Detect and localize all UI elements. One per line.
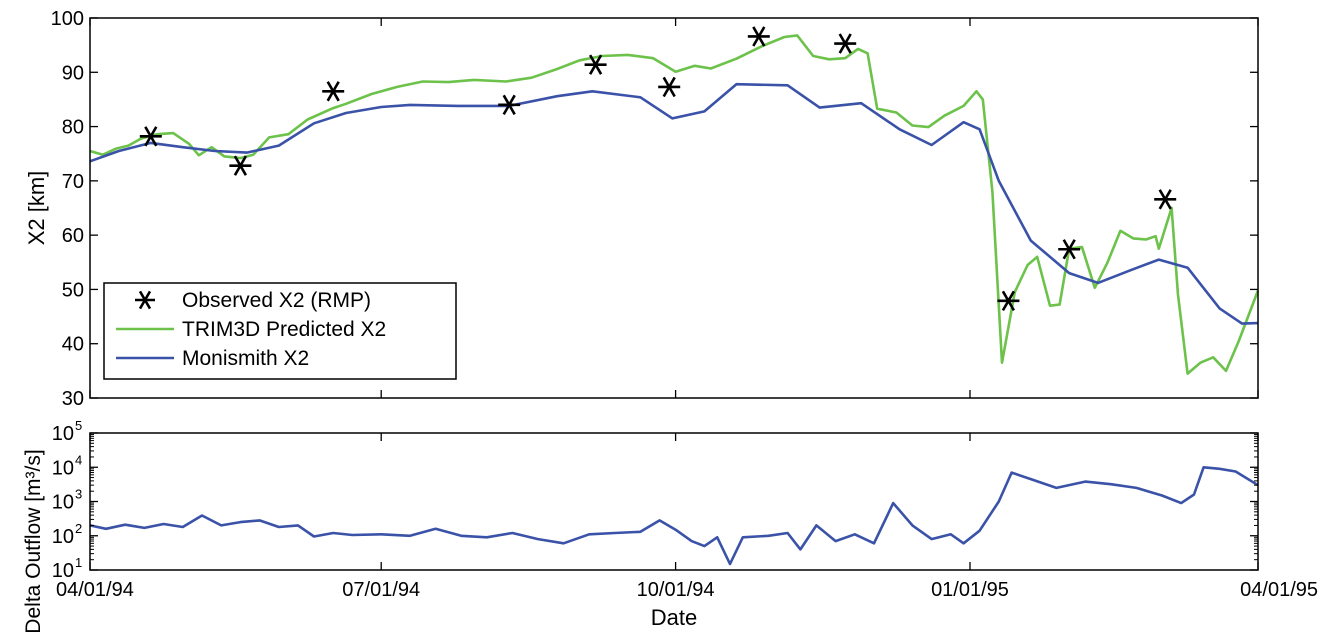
observed-point-1 <box>229 155 252 176</box>
x2-y-tick-label: 80 <box>62 117 84 139</box>
x-axis-label: Date <box>651 605 697 630</box>
observed-point-4 <box>584 54 607 75</box>
series-line-1 <box>89 82 1259 325</box>
x2-y-tick-label: 40 <box>62 334 84 356</box>
x2-plot-frame <box>89 17 1259 399</box>
legend-entry-label: Observed X2 (RMP) <box>182 289 371 312</box>
observed-point-6 <box>747 26 770 47</box>
outflow-y-tick-exponent: 1 <box>75 555 82 570</box>
outflow-y-tick-exponent: 3 <box>75 487 82 502</box>
date-tick-label: 01/01/95 <box>931 579 1009 601</box>
outflow-y-tick-exponent: 4 <box>75 452 82 467</box>
observed-point-9 <box>1058 239 1081 260</box>
outflow-y-tick-label: 10 <box>52 526 74 548</box>
outflow-y-tick-exponent: 5 <box>75 418 82 433</box>
outflow-y-tick-label: 10 <box>52 492 74 514</box>
observed-point-5 <box>658 76 681 98</box>
x2-y-tick-label: 30 <box>62 388 84 410</box>
outflow-line <box>89 466 1259 566</box>
date-tick-label: 04/01/94 <box>56 579 134 601</box>
observed-point-8 <box>997 290 1020 312</box>
x2-y-tick-label: 60 <box>62 225 84 247</box>
outflow-plot-frame <box>89 432 1259 571</box>
legend-entry-label: Monismith X2 <box>182 347 309 370</box>
outflow-y-tick-exponent: 2 <box>75 521 82 536</box>
legend-marker-star <box>135 290 155 310</box>
legend-entry-label: TRIM3D Predicted X2 <box>182 318 386 341</box>
outflow-y-tick-label: 10 <box>52 457 74 479</box>
legend: Observed X2 (RMP) TRIM3D Predicted X2 Moni… <box>103 282 457 380</box>
date-tick-label: 10/01/94 <box>637 579 715 601</box>
observed-point-3 <box>498 94 521 116</box>
date-tick-label: 04/01/95 <box>1240 579 1318 601</box>
observed-point-0 <box>139 126 162 147</box>
observed-point-2 <box>322 81 345 102</box>
x2-y-axis-label: X2 [km] <box>24 171 49 246</box>
x2-panel: 30 40 50 60 70 80 90 100 X2 [km] Observed X2 (RMP… <box>24 8 1260 410</box>
x2-y-tick-label: 70 <box>62 171 84 193</box>
outflow-y-tick-label: 10 <box>52 560 74 582</box>
x2-y-tick-label: 100 <box>51 8 84 30</box>
outflow-y-axis-label: Delta Outflow [m³/s] <box>22 449 45 633</box>
date-tick-label: 07/01/94 <box>342 579 420 601</box>
x2-y-tick-label: 50 <box>62 279 84 301</box>
observed-point-10 <box>1154 189 1177 210</box>
observed-point-7 <box>834 33 857 54</box>
outflow-y-tick-label: 10 <box>52 423 74 445</box>
x2-y-tick-label: 90 <box>62 62 84 84</box>
